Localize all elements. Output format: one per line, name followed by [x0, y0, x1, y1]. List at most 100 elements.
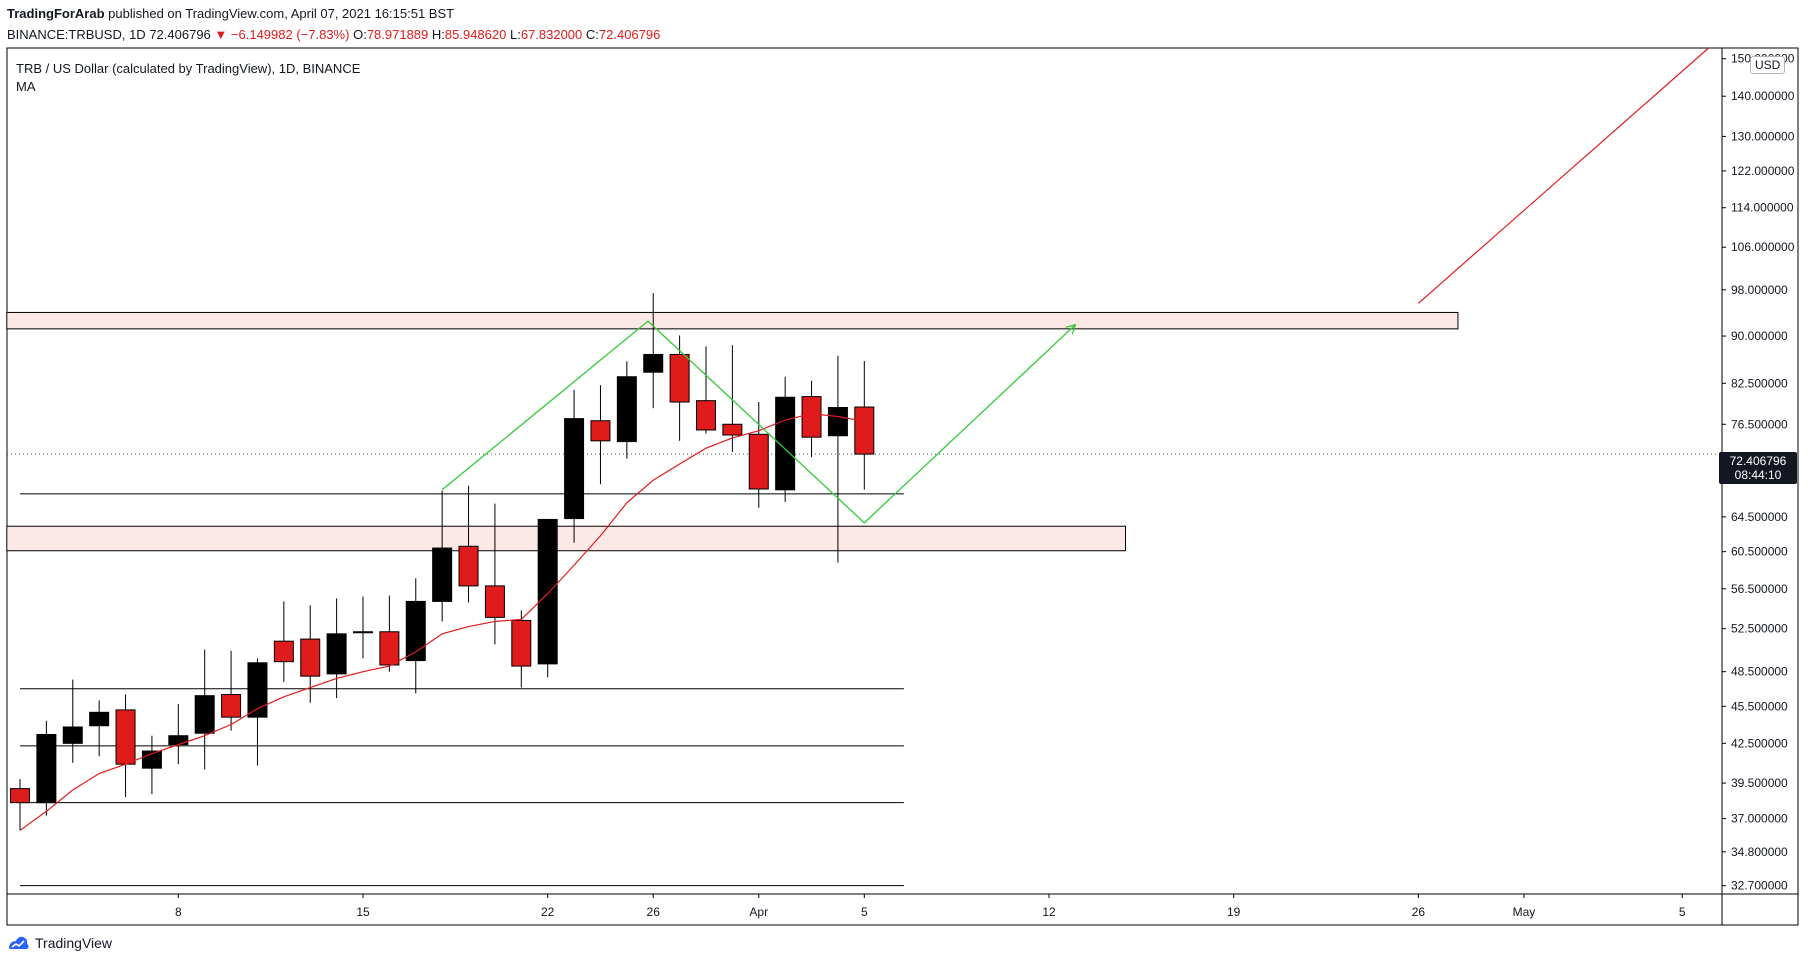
- y-tick-label: 76.500000: [1731, 417, 1788, 431]
- y-tick-label: 42.500000: [1731, 736, 1788, 750]
- candle-body: [669, 353, 690, 403]
- x-tick-label: 8: [175, 905, 182, 919]
- x-tick-label: 5: [861, 905, 868, 919]
- candle-body: [616, 376, 637, 443]
- tradingview-brand: TradingView: [35, 935, 113, 951]
- candle-body: [168, 735, 189, 746]
- candle-body: [326, 633, 347, 675]
- y-tick-label: 98.000000: [1731, 283, 1788, 297]
- footer-brand[interactable]: TradingView: [7, 935, 112, 951]
- candle-up: [194, 649, 215, 770]
- published-text: published on TradingView.com, April 07, …: [108, 6, 455, 21]
- x-tick-label: 26: [647, 905, 661, 919]
- y-tick-label: 48.500000: [1731, 665, 1788, 679]
- time-axis[interactable]: 8 15 22 26 Apr 5 12 19 26 May 5: [175, 894, 1686, 919]
- symbol-label: BINANCE:TRBUSD, 1D: [7, 27, 146, 42]
- candle-body: [801, 396, 822, 438]
- candle-body: [564, 418, 585, 520]
- candle-body: [353, 631, 373, 634]
- candle-body: [827, 406, 848, 437]
- x-tick-label: 15: [356, 905, 370, 919]
- candle-up: [616, 361, 637, 459]
- candle-down: [10, 778, 30, 831]
- candle-up: [775, 376, 796, 502]
- change-value: −6.149982 (−7.83%): [230, 27, 350, 42]
- y-tick-label: 37.000000: [1731, 812, 1788, 826]
- candle-up: [405, 578, 426, 694]
- candle-up: [247, 658, 268, 766]
- candle-up: [564, 389, 585, 543]
- candle-down: [300, 605, 321, 703]
- tradingview-logo-icon: [9, 936, 29, 949]
- y-tick-label: 130.000000: [1731, 129, 1795, 143]
- candle-down: [669, 335, 690, 441]
- currency-badge[interactable]: USD: [1750, 56, 1786, 74]
- low-label: L:: [509, 27, 521, 42]
- candle-down: [273, 601, 294, 682]
- candle-down: [115, 694, 136, 797]
- zones-layer: [6, 311, 1459, 552]
- candle-up: [141, 735, 162, 795]
- candle-down: [590, 385, 611, 485]
- y-tick-label: 90.000000: [1731, 329, 1788, 343]
- candle-down: [801, 380, 822, 458]
- y-tick-label: 34.800000: [1731, 845, 1788, 859]
- ma-layer: [19, 413, 865, 831]
- open-value: 78.971889: [366, 27, 429, 42]
- author-name[interactable]: TradingForArab: [7, 6, 105, 21]
- candle-body: [62, 726, 83, 744]
- y-tick-label: 106.000000: [1731, 240, 1795, 254]
- candle-body: [115, 709, 136, 765]
- y-tick-label: 52.500000: [1731, 622, 1788, 636]
- ma-indicator-label[interactable]: MA: [16, 79, 36, 94]
- candle-body: [432, 547, 453, 602]
- candle-down: [458, 485, 479, 603]
- chart-legend: TRB / US Dollar (calculated by TradingVi…: [16, 60, 360, 96]
- last-value: 72.406796: [149, 27, 211, 42]
- x-tick-label: 22: [541, 905, 555, 919]
- candle-body: [273, 640, 294, 663]
- close-value: 72.406796: [598, 27, 661, 42]
- candle-body: [10, 788, 30, 804]
- candle-down: [511, 610, 532, 688]
- resistance-zone: [6, 311, 1459, 330]
- ma-line: [19, 413, 865, 831]
- candle-up: [537, 518, 558, 678]
- last-price-tag: 72.406796 08:44:10: [1719, 452, 1797, 484]
- candle-up: [89, 700, 110, 757]
- red-trend-line: [1417, 47, 1710, 304]
- candle-down: [221, 650, 242, 731]
- candle-body: [643, 353, 664, 373]
- candle-body: [89, 711, 110, 727]
- candle-down: [696, 346, 716, 434]
- candle-body: [590, 420, 611, 442]
- low-value: 67.832000: [520, 27, 583, 42]
- candle-body: [405, 600, 426, 662]
- candle-body: [854, 406, 875, 455]
- candle-body: [537, 518, 558, 665]
- high-value: 85.948620: [444, 27, 507, 42]
- candle-body: [775, 396, 796, 491]
- candle-down: [748, 402, 769, 508]
- x-tick-label: Apr: [749, 905, 768, 919]
- horizontal-lines-layer: [7, 453, 1722, 887]
- candle-down: [722, 345, 743, 452]
- publish-header: TradingForArab published on TradingView.…: [7, 6, 454, 21]
- symbol-title: TRB / US Dollar (calculated by TradingVi…: [16, 61, 361, 76]
- bar-countdown: 08:44:10: [1734, 468, 1782, 482]
- x-tick-label: 5: [1679, 905, 1686, 919]
- green-arrow-head-icon: [1065, 323, 1077, 335]
- green-projection-path: [441, 320, 1076, 524]
- x-tick-label: 12: [1042, 905, 1056, 919]
- candle-up: [168, 703, 189, 765]
- candle-body: [458, 545, 479, 587]
- open-label: O:: [353, 27, 367, 42]
- x-tick-label: 26: [1412, 905, 1426, 919]
- ohlc-header: BINANCE:TRBUSD, 1D 72.406796 ▼ −6.149982…: [7, 27, 660, 42]
- y-tick-label: 122.000000: [1731, 164, 1795, 178]
- candle-up: [432, 490, 453, 622]
- resistance-zone: [6, 525, 1127, 552]
- candle-body: [511, 619, 532, 667]
- price-axis[interactable]: 150.000000140.000000130.000000122.000000…: [1722, 52, 1795, 893]
